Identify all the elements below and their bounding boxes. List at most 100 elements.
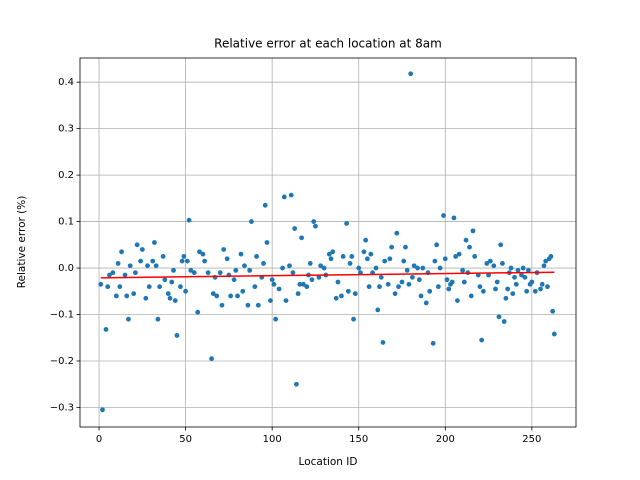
point xyxy=(396,284,401,290)
point xyxy=(127,263,133,269)
point xyxy=(477,284,483,290)
point xyxy=(472,254,478,259)
point xyxy=(235,293,240,299)
point xyxy=(247,267,253,273)
point xyxy=(233,267,239,273)
point xyxy=(139,247,145,252)
point xyxy=(195,309,201,315)
point xyxy=(399,279,405,285)
point xyxy=(316,274,322,280)
point xyxy=(311,219,317,224)
y-tick-label: 0.1 xyxy=(58,217,74,228)
point xyxy=(335,279,341,285)
point xyxy=(171,267,176,273)
point xyxy=(401,258,407,264)
point xyxy=(146,284,152,290)
point xyxy=(169,279,175,285)
point xyxy=(442,256,448,262)
point xyxy=(304,284,310,290)
x-tick-label: 100 xyxy=(263,434,282,445)
x-axis-label: Location ID xyxy=(299,456,358,468)
point xyxy=(505,286,511,292)
point xyxy=(347,261,353,266)
y-tick-label: 0.3 xyxy=(58,124,74,135)
point xyxy=(297,281,303,287)
point xyxy=(110,270,116,276)
point xyxy=(295,291,301,297)
point xyxy=(339,293,344,299)
point xyxy=(221,247,227,252)
point xyxy=(191,270,197,276)
point xyxy=(100,407,105,413)
point xyxy=(349,254,355,259)
point xyxy=(333,295,339,301)
point xyxy=(344,221,350,226)
point xyxy=(406,281,412,287)
point xyxy=(416,277,422,283)
point xyxy=(356,265,362,271)
point xyxy=(508,265,514,271)
point xyxy=(328,256,334,262)
point xyxy=(409,274,415,280)
point xyxy=(124,293,130,299)
point xyxy=(411,263,417,269)
point xyxy=(307,261,313,266)
point xyxy=(520,265,526,271)
point xyxy=(205,270,211,276)
point xyxy=(292,226,298,231)
point xyxy=(453,254,459,259)
point xyxy=(197,249,202,255)
point xyxy=(254,254,259,259)
point xyxy=(214,293,220,299)
point xyxy=(470,228,476,234)
point xyxy=(415,265,420,271)
point xyxy=(321,265,327,271)
x-tick-label: 0 xyxy=(96,434,102,445)
point xyxy=(543,258,549,264)
point xyxy=(200,251,206,257)
point xyxy=(165,291,171,297)
point xyxy=(451,215,457,221)
point xyxy=(145,263,150,269)
point xyxy=(217,270,223,276)
point xyxy=(513,281,519,287)
point xyxy=(368,251,374,257)
point xyxy=(403,244,408,250)
point xyxy=(167,295,173,301)
point xyxy=(510,291,516,297)
point xyxy=(503,295,509,301)
point xyxy=(382,258,388,264)
point xyxy=(276,286,282,292)
x-tick-label: 200 xyxy=(436,434,455,445)
point xyxy=(287,263,292,269)
point xyxy=(300,281,306,287)
point xyxy=(155,316,161,322)
y-axis-label: Relative error (%) xyxy=(16,196,28,289)
point xyxy=(548,254,554,259)
point xyxy=(309,277,315,283)
point xyxy=(366,284,372,290)
point xyxy=(150,258,156,264)
point xyxy=(538,286,543,292)
y-tick-label: −0.3 xyxy=(50,402,74,413)
point xyxy=(435,284,441,290)
point xyxy=(183,288,189,294)
point xyxy=(434,242,440,248)
point xyxy=(498,242,504,248)
point xyxy=(273,316,279,322)
point xyxy=(444,277,450,283)
point xyxy=(119,249,124,255)
point xyxy=(480,288,486,294)
point xyxy=(294,381,299,387)
point xyxy=(493,286,498,292)
point xyxy=(228,293,234,299)
point xyxy=(456,251,462,257)
plot-frame xyxy=(79,57,577,428)
point xyxy=(491,263,497,269)
point xyxy=(126,316,131,322)
point xyxy=(313,223,318,229)
point xyxy=(494,279,500,285)
chart-title: Relative error at each location at 8am xyxy=(214,37,442,51)
point xyxy=(138,258,143,264)
